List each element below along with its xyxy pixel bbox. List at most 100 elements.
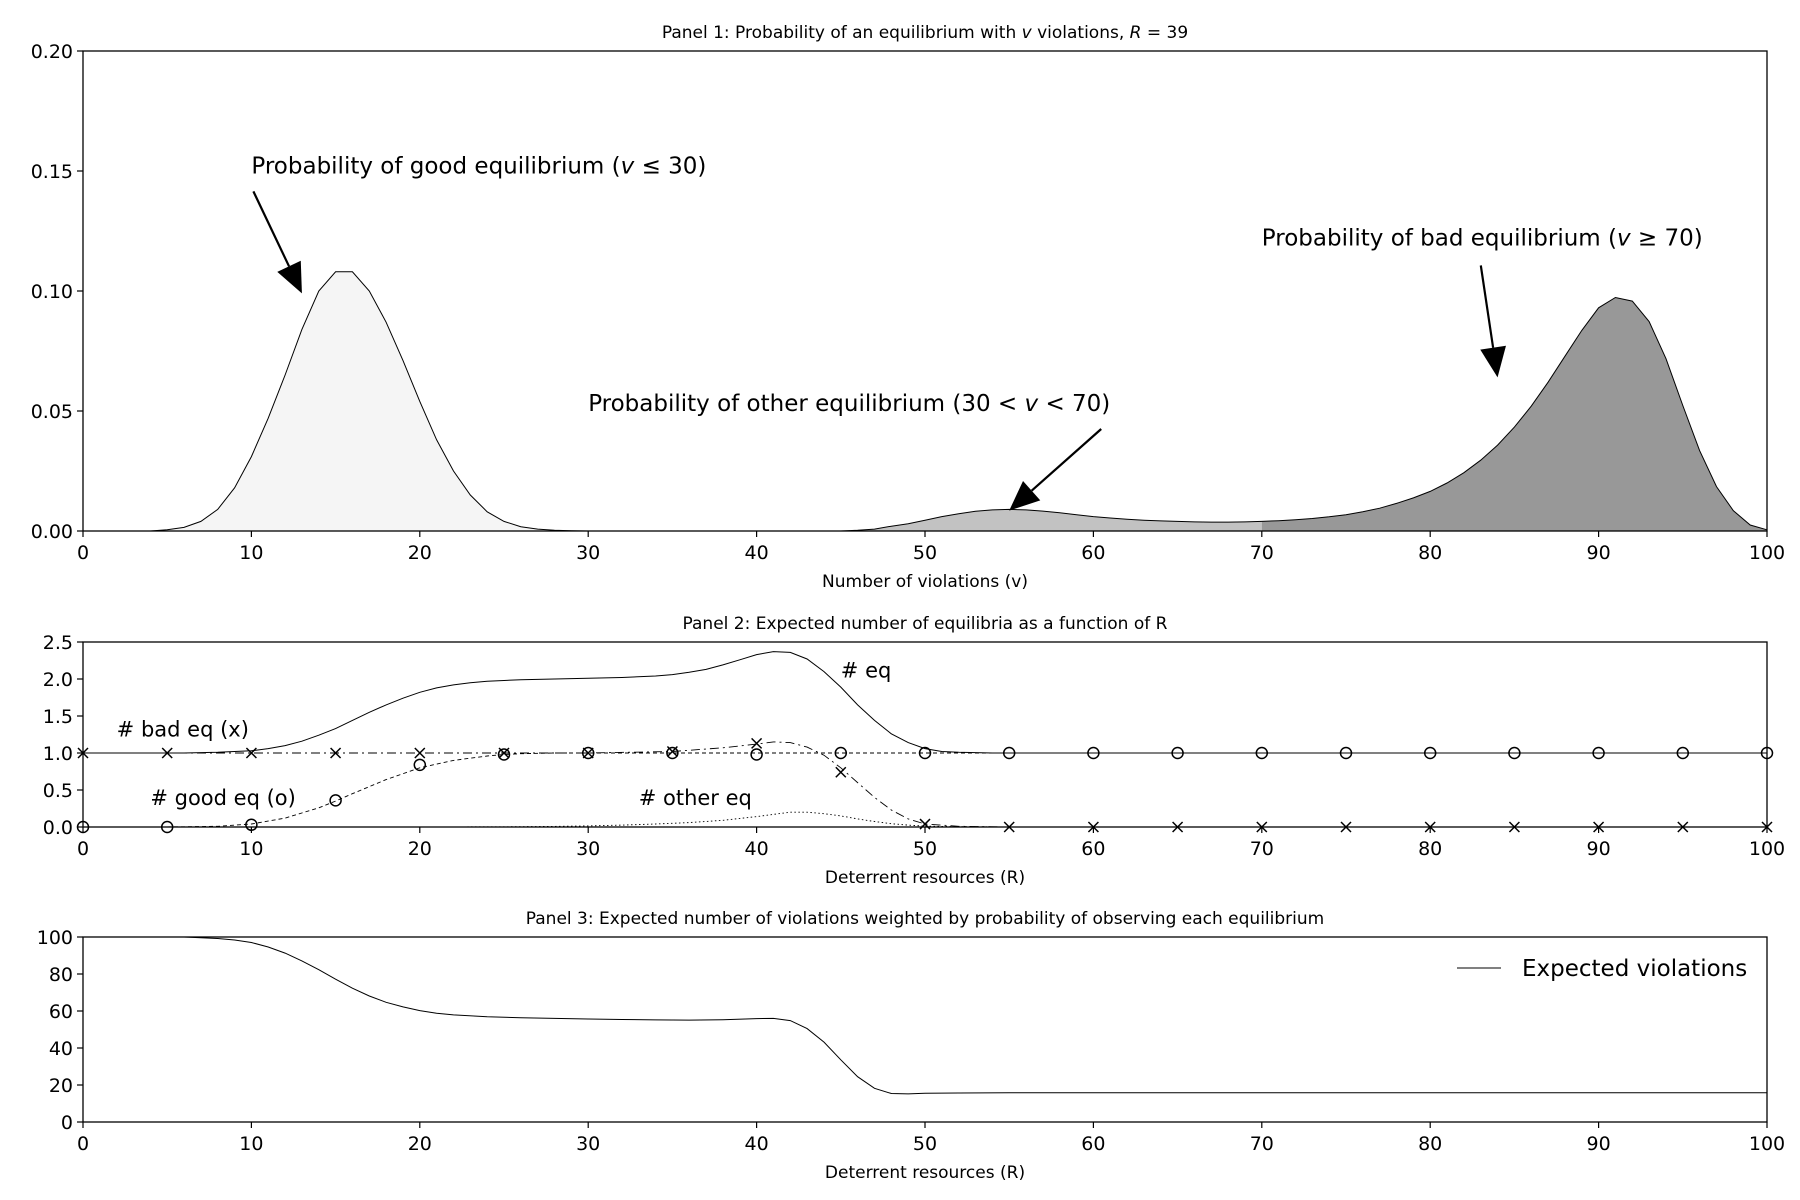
x-tick-label: 100 — [1749, 838, 1785, 860]
panel-3-plot-frame — [82, 936, 1768, 1123]
good-eq-marker — [1002, 746, 1016, 760]
x-tick-label: 90 — [1587, 542, 1611, 564]
bad-eq-marker — [582, 747, 594, 759]
label-good-eq: # good eq (o) — [150, 786, 295, 810]
panel-2-x-axis-label: Deterrent resources (R) — [825, 868, 1025, 888]
x-tick-label: 90 — [1587, 1133, 1611, 1155]
good-eq-marker — [1087, 746, 1100, 760]
panel-1-title: Panel 1: Probability of an equilibrium w… — [662, 23, 1188, 43]
bad-eq-marker — [330, 747, 342, 759]
equilibria-lines — [83, 651, 1767, 828]
x-tick-label: 10 — [239, 838, 263, 860]
bad-eq-marker — [751, 737, 763, 749]
total-eq-line — [83, 651, 1767, 754]
label-bad-eq: # bad eq (x) — [117, 718, 249, 742]
good-eq-marker — [413, 758, 427, 772]
good-eq-line — [83, 752, 1767, 828]
expected-violations-path — [83, 936, 1767, 1095]
x-tick-label: 70 — [1250, 1133, 1274, 1155]
y-tick-label: 0.0 — [43, 817, 73, 839]
panel-2-expected-equilibria: Panel 2: Expected number of equilibria a… — [43, 614, 1785, 888]
bad-eq-line — [83, 741, 1767, 828]
x-tick-label: 0 — [77, 838, 89, 860]
y-tick-label: 1.0 — [43, 743, 73, 765]
panel-1-x-axis-label: Number of violations (v) — [822, 572, 1028, 592]
x-tick-label: 40 — [745, 838, 769, 860]
x-tick-label: 20 — [408, 542, 432, 564]
annotation-arrow-head — [1480, 345, 1506, 378]
x-tick-label: 10 — [239, 542, 263, 564]
panel-2-y-ticks: 0.0 0.5 1.0 1.5 2.0 2.5 — [43, 632, 83, 839]
x-tick-label: 30 — [576, 542, 600, 564]
label-total-eq: # eq — [841, 659, 892, 683]
good-eq-marker — [1339, 746, 1353, 760]
y-tick-label: 20 — [49, 1075, 73, 1097]
x-tick-label: 20 — [408, 838, 432, 860]
x-tick-label: 30 — [576, 838, 600, 860]
expected-violations-line — [83, 936, 1767, 1095]
panel-3-x-ticks: 0 10 20 30 40 50 60 70 80 90 100 — [77, 1122, 1785, 1155]
x-tick-label: 60 — [1081, 838, 1105, 860]
panel-2-title: Panel 2: Expected number of equilibria a… — [683, 614, 1168, 634]
good-eq-marker — [918, 746, 932, 760]
y-tick-label: 0.20 — [31, 41, 73, 63]
y-tick-label: 0 — [61, 1112, 73, 1134]
annotation-arrow-shaft — [1479, 265, 1495, 348]
annotation-arrow-shaft — [1030, 428, 1102, 492]
x-tick-label: 50 — [913, 838, 937, 860]
good-eq-marker — [1423, 746, 1437, 760]
y-tick-label: 100 — [37, 927, 73, 949]
x-tick-label: 30 — [576, 1133, 600, 1155]
x-tick-label: 40 — [745, 542, 769, 564]
good-eq-marker — [1508, 746, 1521, 760]
panel-3-x-axis-label: Deterrent resources (R) — [825, 1163, 1025, 1183]
y-tick-label: 1.5 — [43, 706, 73, 728]
y-tick-label: 0.5 — [43, 780, 73, 802]
x-tick-label: 70 — [1250, 542, 1274, 564]
x-tick-label: 60 — [1081, 1133, 1105, 1155]
good-eq-marker — [1592, 746, 1605, 760]
x-tick-label: 100 — [1749, 1133, 1785, 1155]
panel-1-probability-by-violations: Panel 1: Probability of an equilibrium w… — [31, 23, 1785, 592]
x-tick-label: 80 — [1418, 1133, 1442, 1155]
y-tick-label: 2.0 — [43, 669, 73, 691]
bad-eq-marker — [835, 766, 847, 778]
y-tick-label: 0.05 — [31, 401, 73, 423]
y-tick-label: 60 — [49, 1001, 73, 1023]
probability-curve — [83, 271, 1768, 532]
y-tick-label: 0.10 — [31, 281, 73, 303]
equilibria-line-labels: # eq # bad eq (x) # good eq (o) # other eq — [117, 659, 892, 810]
x-tick-label: 80 — [1418, 838, 1442, 860]
x-tick-label: 0 — [77, 542, 89, 564]
good-eq-marker — [1255, 746, 1269, 760]
x-tick-label: 50 — [913, 542, 937, 564]
good-eq-marker — [497, 748, 511, 761]
good-eq-marker — [750, 748, 763, 761]
panel-1-x-ticks: 0 10 20 30 40 50 60 70 80 90 100 — [77, 531, 1785, 564]
x-tick-label: 40 — [745, 1133, 769, 1155]
bad-eq-marker — [414, 747, 426, 759]
annotation-bad-equilibrium: Probability of bad equilibrium (v ≥ 70) — [1262, 225, 1703, 251]
x-tick-label: 60 — [1081, 542, 1105, 564]
bad-equilibrium-area — [1261, 297, 1767, 531]
y-tick-label: 0.00 — [31, 521, 73, 543]
x-tick-label: 90 — [1587, 838, 1611, 860]
good-equilibrium-area — [83, 271, 589, 531]
bad-eq-marker — [161, 747, 173, 759]
x-tick-label: 10 — [239, 1133, 263, 1155]
bad-eq-marker — [245, 747, 257, 759]
good-eq-marker — [1171, 746, 1184, 760]
annotation-arrow-head — [1009, 480, 1041, 511]
good-eq-marker — [581, 746, 595, 760]
y-tick-label: 40 — [49, 1038, 73, 1060]
panel-3-title: Panel 3: Expected number of violations w… — [526, 909, 1324, 929]
equilibria-markers — [76, 737, 1774, 834]
probability-line — [83, 271, 1768, 532]
y-tick-label: 0.15 — [31, 161, 73, 183]
x-tick-label: 50 — [913, 1133, 937, 1155]
panel-1-y-ticks: 0.00 0.05 0.10 0.15 0.20 — [31, 41, 83, 543]
panel-2-plot-frame — [82, 641, 1768, 828]
x-tick-label: 70 — [1250, 838, 1274, 860]
legend-label: Expected violations — [1522, 956, 1747, 982]
good-eq-marker — [1676, 746, 1690, 760]
